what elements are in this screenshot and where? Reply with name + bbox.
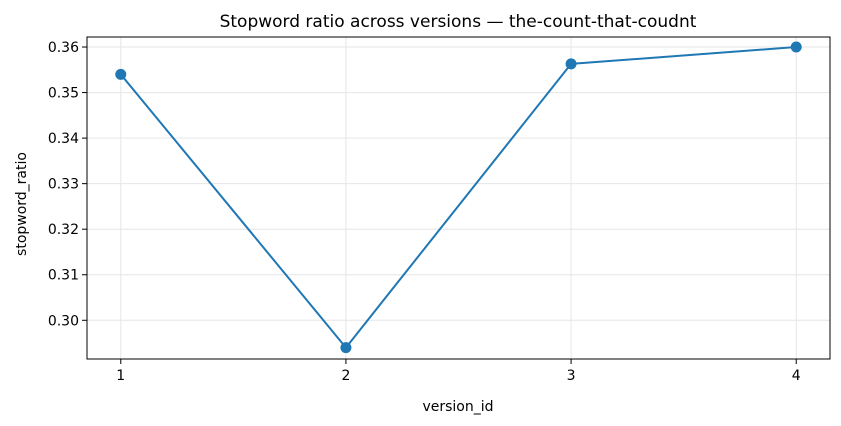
y-tick-label: 0.34 bbox=[48, 131, 79, 147]
x-tick-label: 2 bbox=[341, 368, 350, 384]
plot-frame bbox=[86, 36, 831, 360]
chart-title: Stopword ratio across versions — the-cou… bbox=[220, 12, 697, 32]
grid bbox=[87, 37, 830, 359]
y-tick-label: 0.35 bbox=[48, 86, 79, 102]
series-layer bbox=[115, 41, 802, 354]
x-axis-label: version_id bbox=[422, 399, 493, 415]
data-point bbox=[790, 41, 802, 53]
y-axis-label: stopword_ratio bbox=[14, 152, 30, 256]
x-tick-label: 3 bbox=[567, 368, 576, 384]
y-tick-label: 0.31 bbox=[48, 268, 79, 284]
data-point bbox=[115, 68, 127, 80]
y-tick-label: 0.30 bbox=[48, 313, 79, 329]
y-tick-label: 0.33 bbox=[48, 177, 79, 193]
y-tick-label: 0.32 bbox=[48, 222, 79, 238]
y-tick-label: 0.36 bbox=[48, 40, 79, 56]
ticks: 1 2 3 4 0.30 0.31 0.32 0.33 0.34 0.35 0.36 bbox=[48, 40, 801, 384]
series-line bbox=[120, 46, 797, 349]
data-point bbox=[565, 58, 577, 70]
x-tick-label: 1 bbox=[116, 368, 125, 384]
x-tick-label: 4 bbox=[792, 368, 801, 384]
data-point bbox=[340, 342, 352, 354]
